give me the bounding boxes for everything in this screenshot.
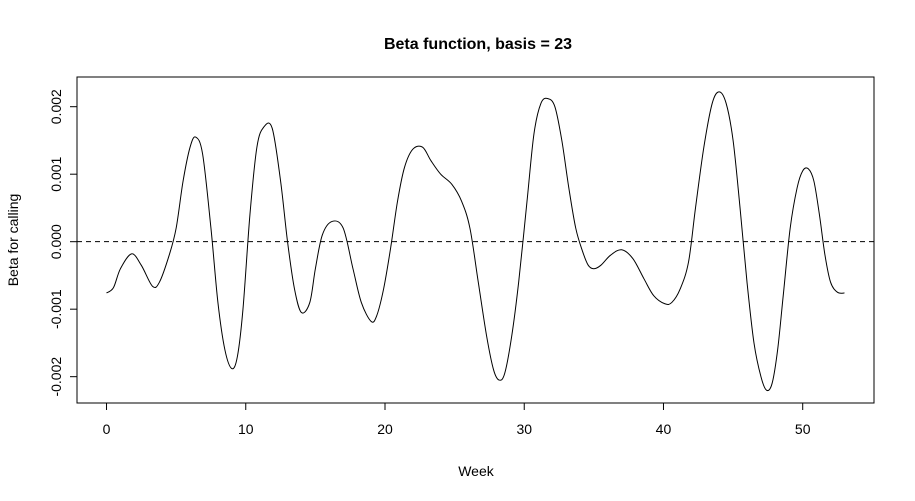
x-tick-label: 50 bbox=[795, 421, 811, 437]
x-axis: 0 10 20 30 40 50 bbox=[103, 402, 811, 437]
y-tick-label: 0.000 bbox=[48, 224, 64, 259]
x-axis-label: Week bbox=[458, 463, 495, 479]
y-tick-label: -0.001 bbox=[48, 289, 64, 329]
x-tick-label: 40 bbox=[656, 421, 672, 437]
x-tick-label: 20 bbox=[377, 421, 393, 437]
x-tick-label: 30 bbox=[516, 421, 532, 437]
chart-title: Beta function, basis = 23 bbox=[384, 36, 572, 53]
beta-function-line bbox=[106, 91, 845, 392]
x-tick-label: 10 bbox=[238, 421, 254, 437]
plot-frame bbox=[76, 76, 875, 404]
y-tick-label: 0.001 bbox=[48, 156, 64, 191]
y-axis-label: Beta for calling bbox=[5, 194, 21, 287]
y-axis: -0.002 -0.001 0.000 0.001 0.002 bbox=[48, 89, 78, 397]
y-tick-label: 0.002 bbox=[48, 89, 64, 124]
x-tick-label: 0 bbox=[103, 421, 111, 437]
y-tick-label: -0.002 bbox=[48, 357, 64, 397]
